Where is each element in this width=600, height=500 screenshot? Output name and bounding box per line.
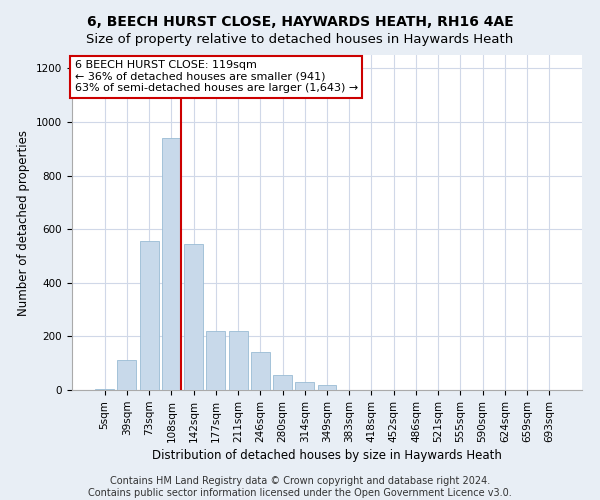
Bar: [184, 244, 203, 390]
Bar: [229, 331, 248, 390]
Bar: [118, 360, 136, 390]
Y-axis label: Number of detached properties: Number of detached properties: [17, 130, 31, 316]
X-axis label: Distribution of detached houses by size in Haywards Heath: Distribution of detached houses by size …: [152, 449, 502, 462]
Bar: [273, 376, 292, 390]
Text: Contains HM Land Registry data © Crown copyright and database right 2024.
Contai: Contains HM Land Registry data © Crown c…: [88, 476, 512, 498]
Bar: [295, 382, 314, 390]
Bar: [140, 242, 158, 390]
Bar: [251, 352, 270, 390]
Text: 6, BEECH HURST CLOSE, HAYWARDS HEATH, RH16 4AE: 6, BEECH HURST CLOSE, HAYWARDS HEATH, RH…: [86, 15, 514, 29]
Text: 6 BEECH HURST CLOSE: 119sqm
← 36% of detached houses are smaller (941)
63% of se: 6 BEECH HURST CLOSE: 119sqm ← 36% of det…: [74, 60, 358, 93]
Bar: [317, 384, 337, 390]
Text: Size of property relative to detached houses in Haywards Heath: Size of property relative to detached ho…: [86, 32, 514, 46]
Bar: [162, 138, 181, 390]
Bar: [206, 331, 225, 390]
Bar: [95, 388, 114, 390]
